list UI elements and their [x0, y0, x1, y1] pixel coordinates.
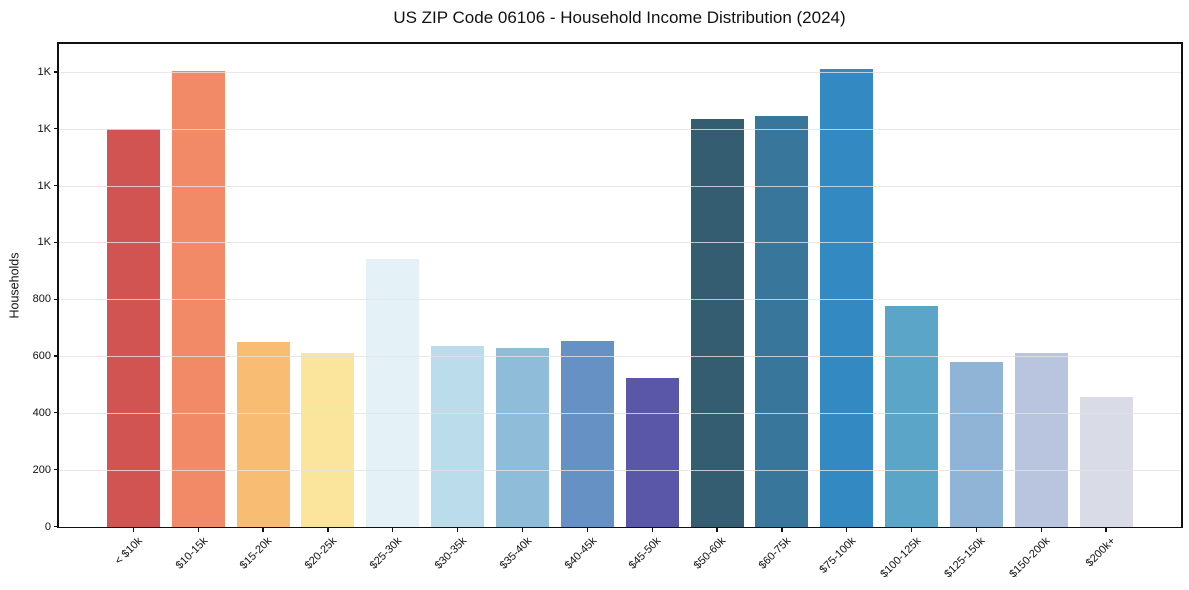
y-axis-title: Households [7, 252, 22, 319]
bar [431, 345, 485, 527]
x-tick-label: $45-50k [627, 534, 664, 572]
x-tick-label: $25-30k [367, 534, 405, 572]
bar [106, 129, 160, 527]
x-tick-label: $10-15k [173, 534, 210, 572]
y-tick-label: 0 [44, 520, 51, 533]
y-tick-label: 800 [32, 293, 51, 306]
gridline [58, 185, 1181, 187]
y-tick-mark [53, 184, 59, 187]
x-tick-mark [1040, 526, 1042, 532]
bar [171, 71, 225, 527]
axis-spine-right [1181, 43, 1183, 527]
gridline [58, 128, 1181, 130]
x-tick-mark [651, 526, 653, 532]
axis-spine-bottom [57, 526, 1183, 528]
gridline [58, 356, 1181, 358]
y-tick-label: 1K [37, 65, 51, 78]
gridline [58, 469, 1181, 471]
bar [625, 377, 679, 527]
axis-spine-top [57, 42, 1183, 44]
gridline [58, 71, 1181, 73]
x-tick-label: $75-100k [817, 534, 859, 576]
x-tick-label: < $10k [112, 534, 145, 567]
plot-area [58, 44, 1181, 527]
y-tick-mark [53, 71, 59, 73]
gridline [58, 412, 1181, 414]
x-tick-label: $30-35k [432, 534, 470, 572]
bar [755, 116, 809, 527]
x-tick-mark [456, 526, 459, 532]
x-tick-mark [521, 526, 524, 532]
y-tick-label: 200 [32, 463, 51, 476]
y-tick-label: 1K [37, 236, 51, 249]
x-tick-label: $200k+ [1083, 534, 1118, 569]
bar [690, 118, 744, 527]
x-tick-mark [781, 526, 783, 532]
x-tick-mark [262, 526, 264, 532]
x-tick-label: $125-150k [942, 534, 988, 580]
bar [885, 305, 939, 527]
x-tick-mark [132, 526, 135, 532]
x-tick-mark [1105, 526, 1107, 532]
x-tick-mark [586, 526, 588, 532]
x-tick-label: $150-200k [1007, 534, 1053, 580]
x-tick-label: $35-40k [497, 534, 534, 572]
x-tick-label: $15-20k [237, 534, 275, 572]
y-tick-label: 600 [32, 350, 51, 363]
gridline [58, 299, 1181, 301]
bar [236, 341, 290, 527]
y-tick-mark [53, 128, 59, 130]
bar [1079, 397, 1133, 527]
x-tick-mark [846, 526, 848, 532]
x-tick-mark [327, 526, 329, 532]
gridline [58, 242, 1181, 244]
y-tick-mark [53, 525, 59, 528]
x-tick-mark [910, 526, 913, 532]
bar [495, 348, 549, 527]
y-tick-mark [53, 241, 59, 244]
x-tick-mark [975, 526, 978, 532]
x-tick-label: $40-45k [562, 534, 599, 572]
x-tick-mark [716, 526, 718, 532]
y-tick-mark [53, 298, 59, 300]
x-tick-label: $20-25k [302, 534, 340, 572]
x-tick-mark [197, 526, 199, 532]
y-tick-label: 1K [37, 179, 51, 192]
y-tick-mark [53, 412, 59, 414]
x-tick-label: $50-60k [691, 534, 729, 572]
bar [301, 352, 355, 527]
y-tick-label: 1K [37, 122, 51, 135]
x-tick-mark [392, 526, 394, 532]
y-tick-mark [53, 469, 59, 471]
bar [366, 259, 420, 527]
bar [820, 68, 874, 527]
y-tick-mark [53, 355, 59, 357]
bar [560, 340, 614, 527]
bar [949, 362, 1003, 527]
x-tick-label: $100-125k [877, 534, 924, 580]
y-tick-label: 400 [32, 406, 51, 419]
x-tick-label: $60-75k [756, 534, 794, 572]
axis-spine-left [57, 43, 59, 527]
chart-title: US ZIP Code 06106 - Household Income Dis… [393, 8, 846, 27]
bar [1014, 353, 1068, 527]
